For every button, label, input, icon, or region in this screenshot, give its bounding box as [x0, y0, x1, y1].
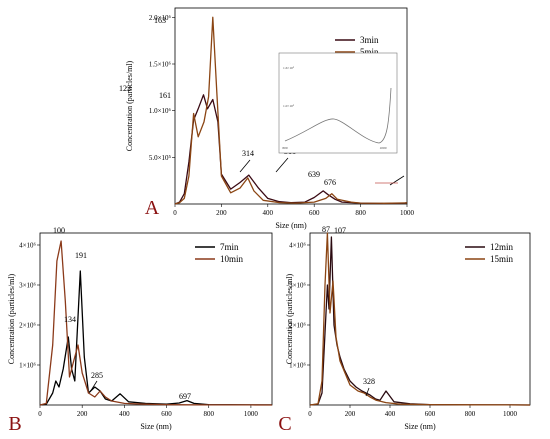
y-tick-label: 1×10⁶ [19, 362, 36, 370]
panel-letter: A [145, 197, 160, 219]
x-tick-label: 400 [119, 410, 130, 418]
arrow [239, 159, 251, 173]
y-tick-label: 1.5×10⁶ [149, 61, 172, 69]
x-tick-label: 600 [161, 410, 172, 418]
legend-label: 3min [360, 35, 379, 45]
panel-c: 0 200 400 600 800 1000 1×10⁶ 2×10⁶ 3×10⁶ 4×10⁶ Siz… [278, 225, 531, 435]
panel-a: 0 200 400 600 800 1000 5.0×10⁵ 1.0×10⁶ 1.5×10⁶ 2.… [119, 7, 415, 230]
y-tick-label: 4×10⁶ [289, 242, 306, 250]
arrow [275, 157, 289, 173]
inset-y-label: 1.0×10⁵ [283, 104, 295, 108]
inset-x-label: 1000 [380, 146, 387, 150]
peak-annotation: 161 [159, 91, 171, 100]
legend-label: 12min [490, 242, 514, 252]
x-tick-label: 1000 [503, 410, 518, 418]
arrow [89, 380, 98, 393]
inset-y-label: 1.6×10⁵ [283, 66, 295, 70]
x-tick-label: 400 [385, 410, 396, 418]
x-tick-label: 0 [173, 209, 177, 217]
y-axis-label: Concentration (particles/ml) [285, 273, 294, 364]
series-line-7min [39, 270, 272, 406]
y-tick-label: 2×10⁶ [289, 322, 306, 330]
peak-annotation: 328 [363, 377, 375, 386]
panel-letter: C [278, 413, 291, 435]
y-tick-label: 2×10⁶ [19, 322, 36, 330]
arrow [389, 175, 405, 186]
inset: 800 1000 1.6×10⁵ 1.0×10⁵ [278, 52, 398, 154]
series-line-15min [309, 232, 531, 406]
x-tick-label: 200 [216, 209, 227, 217]
x-tick-label: 200 [345, 410, 356, 418]
peak-annotation: 697 [179, 392, 191, 401]
y-tick-label: 4×10⁶ [19, 242, 36, 250]
legend-label: 15min [490, 254, 514, 264]
x-tick-label: 800 [203, 410, 214, 418]
peak-annotation: 107 [334, 226, 346, 235]
panel-b: 0 200 400 600 800 1000 1×10⁶ 2×10⁶ 3×10⁶ 4×10⁶ Siz… [7, 226, 273, 435]
x-tick-label: 1000 [400, 209, 415, 217]
y-tick-label: 1.0×10⁶ [149, 107, 172, 115]
x-axis-label: Size (nm) [275, 221, 307, 230]
x-tick-label: 600 [425, 410, 436, 418]
y-axis-label: Concentration (particles/ml) [7, 273, 16, 364]
legend-label: 7min [220, 242, 239, 252]
x-tick-label: 0 [38, 410, 42, 418]
arrow [365, 387, 370, 397]
x-tick-label: 800 [355, 209, 366, 217]
x-tick-label: 200 [77, 410, 88, 418]
x-axis-label: Size (nm) [404, 422, 436, 431]
y-tick-label: 3×10⁶ [19, 282, 36, 290]
series-line-3min [174, 94, 408, 205]
plot-frame [174, 7, 408, 205]
legend-label: 10min [220, 254, 244, 264]
y-tick-label: 5.0×10⁵ [149, 154, 172, 162]
peak-annotation: 87 [322, 225, 330, 234]
peak-annotation: 639 [308, 170, 320, 179]
peak-annotation: 134 [64, 315, 76, 324]
peak-annotation: 314 [242, 149, 254, 158]
peak-annotation: 100 [53, 226, 65, 235]
y-tick-label: 1×10⁶ [289, 362, 306, 370]
x-axis-label: Size (nm) [140, 422, 172, 431]
inset-x-label: 800 [282, 146, 288, 150]
peak-annotation: 285 [91, 371, 103, 380]
peak-annotation: 191 [75, 251, 87, 260]
peak-annotation: 676 [324, 178, 336, 187]
x-tick-label: 600 [309, 209, 320, 217]
inset-curve [284, 87, 392, 144]
panel-letter: B [8, 413, 21, 435]
peak-annotation: 163 [154, 16, 166, 25]
legend-label: 5min [360, 47, 379, 57]
x-tick-label: 800 [465, 410, 476, 418]
peak-annotation: 123 [119, 84, 131, 93]
series-line-5min [174, 16, 408, 205]
inset-frame [278, 52, 398, 154]
x-tick-label: 400 [263, 209, 274, 217]
y-axis-label: Concentration (particles/ml) [125, 60, 134, 151]
y-tick-label: 3×10⁶ [289, 282, 306, 290]
x-tick-label: 0 [308, 410, 312, 418]
x-tick-label: 1000 [244, 410, 259, 418]
series-line-10min [39, 240, 273, 406]
y-tick-label: 2.0×10⁶ [149, 14, 172, 22]
